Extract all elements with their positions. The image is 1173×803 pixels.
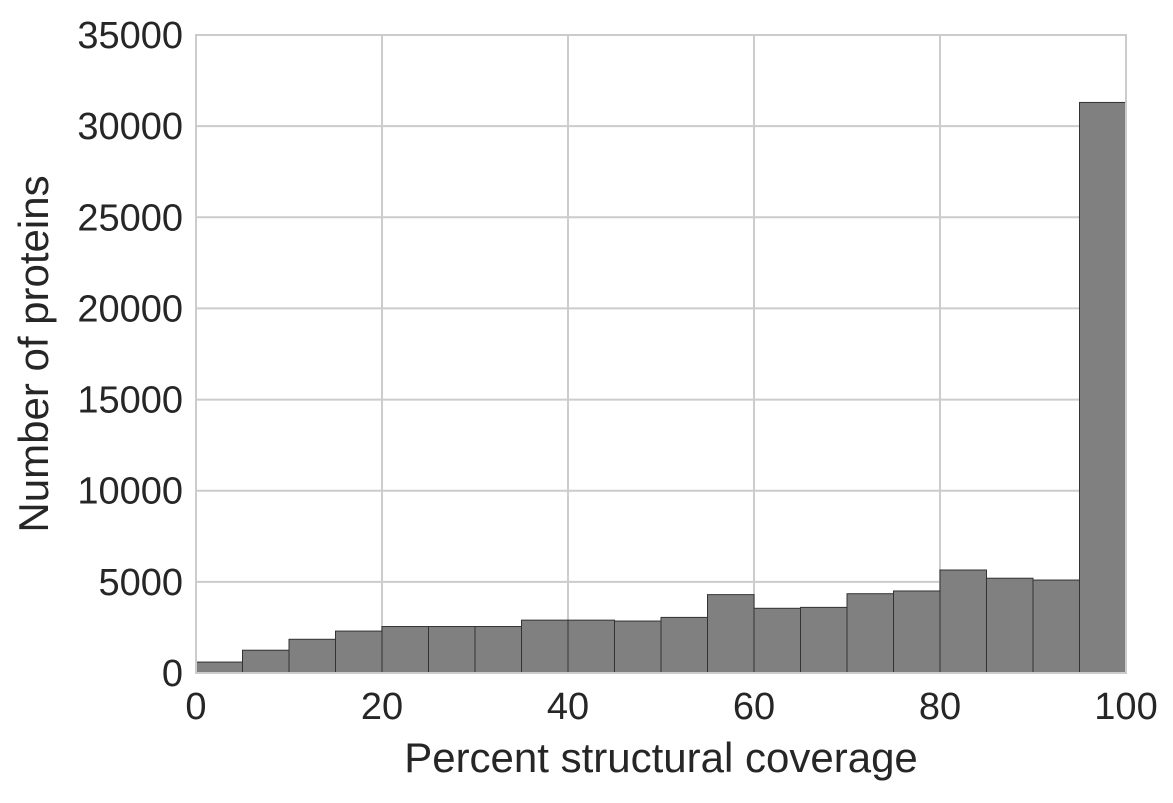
bars: [195, 101, 1127, 674]
histogram-bar: [521, 619, 569, 674]
x-tick-label: 40: [547, 686, 589, 728]
y-tick-label: 20000: [77, 288, 183, 330]
x-tick-label: 20: [361, 686, 403, 728]
y-tick-label: 5000: [98, 562, 183, 604]
histogram-bar: [753, 607, 801, 674]
y-tick-label: 15000: [77, 380, 183, 422]
y-tick-label: 10000: [77, 471, 183, 513]
x-tick-label: 80: [919, 686, 961, 728]
histogram-bar: [986, 577, 1034, 674]
y-tick-labels: 0 5000 10000 15000 20000 25000 30000 35000: [77, 15, 183, 695]
y-tick-label: 35000: [77, 15, 183, 57]
histogram-bar: [707, 594, 755, 674]
plot-frame: [195, 34, 1127, 674]
x-tick-label: 0: [185, 686, 206, 728]
histogram-bar: [660, 616, 708, 674]
x-tick-label: 60: [733, 686, 775, 728]
histogram-bar: [381, 626, 429, 674]
y-tick-label: 30000: [77, 106, 183, 148]
histogram-bar: [939, 569, 987, 674]
histogram-bar: [1079, 101, 1127, 674]
histogram-bar: [242, 649, 290, 674]
histogram-bar: [893, 590, 941, 674]
y-tick-label: 0: [162, 653, 183, 695]
x-axis-label: Percent structural coverage: [404, 734, 918, 781]
histogram-bar: [195, 661, 243, 674]
histogram-bar: [567, 619, 615, 674]
histogram-bar: [614, 620, 662, 674]
histogram-bar: [800, 606, 848, 674]
x-tick-labels: 0 20 40 60 80 100: [185, 686, 1157, 728]
x-tick-label: 100: [1094, 686, 1157, 728]
y-axis-label: Number of proteins: [10, 175, 57, 532]
histogram-bar: [474, 626, 522, 674]
y-tick-label: 25000: [77, 197, 183, 239]
histogram-bar: [335, 630, 383, 674]
histogram-bar: [428, 626, 476, 674]
histogram-bar: [1032, 579, 1080, 674]
histogram-bar: [846, 593, 894, 674]
histogram-bar: [288, 638, 336, 674]
